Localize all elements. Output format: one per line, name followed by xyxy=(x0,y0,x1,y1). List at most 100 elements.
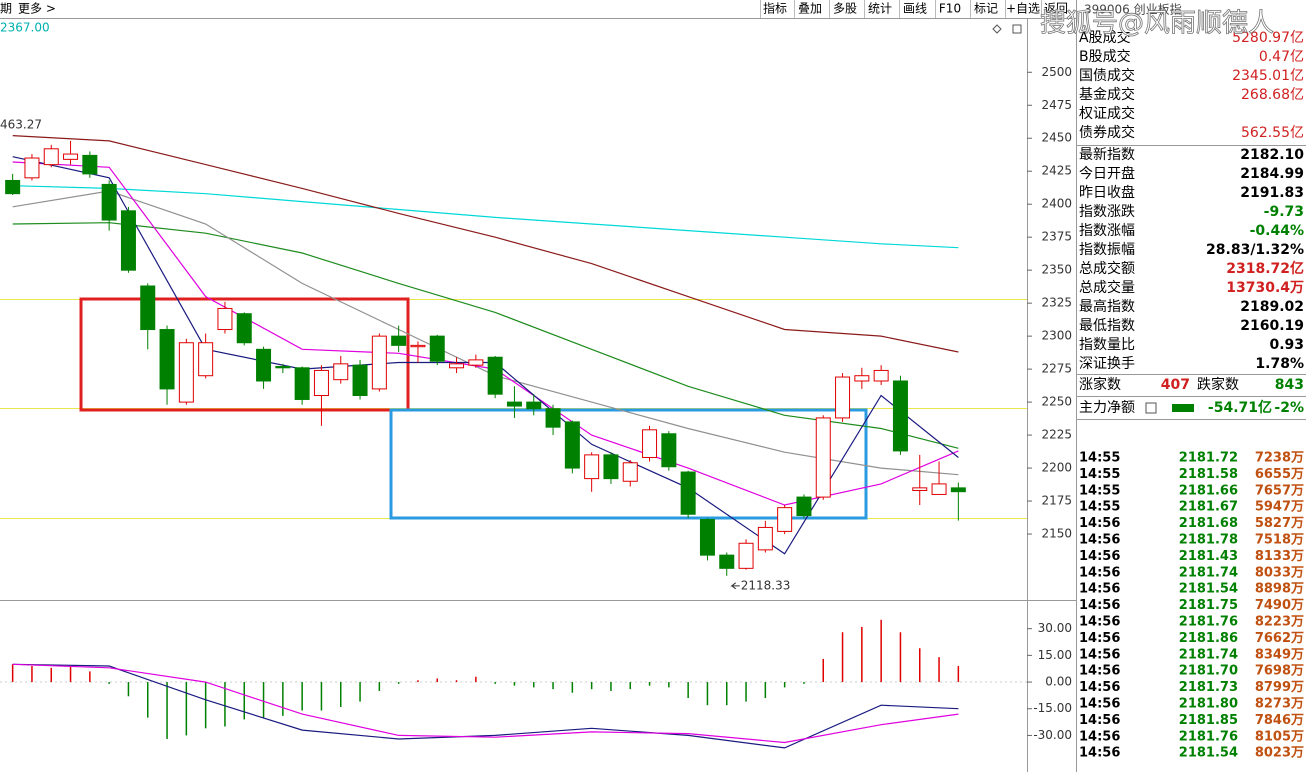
candle-body xyxy=(642,429,658,459)
tick-time: 14:56 xyxy=(1079,549,1120,564)
tick-volume: 5827万 xyxy=(1255,516,1304,531)
tick-price: 2181.70 xyxy=(1179,664,1238,679)
diamond-icon[interactable] xyxy=(992,24,1002,34)
candle-body xyxy=(198,342,214,377)
tick-price: 2181.78 xyxy=(1179,533,1238,548)
toolbar-button[interactable]: 多股 xyxy=(833,2,857,16)
stat-label: 指数振幅 xyxy=(1079,242,1135,258)
toolbar-button[interactable]: 画线 xyxy=(903,2,927,16)
macd-chart: 30.00 15.00 0.00 -15.00 -30.00 xyxy=(0,619,1072,749)
y-tick-label: 2250 xyxy=(1041,395,1072,409)
macd-bar xyxy=(31,666,33,683)
candle-body xyxy=(912,487,928,491)
toolbar-button[interactable]: 返回 xyxy=(1044,2,1068,16)
y-tick-label: 2200 xyxy=(1041,461,1072,475)
candle-body xyxy=(835,376,851,419)
stat-value: 2184.99 xyxy=(1240,166,1304,182)
tick-price: 2181.54 xyxy=(1179,582,1238,597)
candle-body xyxy=(757,526,773,551)
toolbar-button[interactable]: 指标 xyxy=(763,1,787,16)
stat-label: 债券成交 xyxy=(1079,124,1135,141)
candle-body xyxy=(256,348,272,382)
y-tick-label: 2350 xyxy=(1041,263,1072,277)
stat-value: 1.78% xyxy=(1255,356,1304,372)
tick-volume: 8133万 xyxy=(1255,549,1304,564)
candle-body xyxy=(391,335,407,346)
candle-body xyxy=(545,408,561,428)
stat-label: A股成交 xyxy=(1079,29,1131,46)
y-tick-label: 2150 xyxy=(1041,527,1072,541)
tick-volume: 7518万 xyxy=(1255,533,1304,548)
main-chart: 2500 2475 2450 2425 2400 2375 2350 2325 2300 2275… xyxy=(0,21,1072,593)
macd-bar xyxy=(764,682,767,699)
candle-body xyxy=(140,285,156,331)
macd-bar xyxy=(841,632,844,683)
tick-volume: 8799万 xyxy=(1255,680,1304,695)
macd-bar xyxy=(861,626,863,683)
candle-body xyxy=(178,342,194,403)
annotation: 2118.33 xyxy=(741,578,791,592)
candle-body xyxy=(63,153,79,160)
tick-time: 14:55 xyxy=(1079,451,1120,466)
indicator-line xyxy=(12,185,959,249)
toolbar-button[interactable]: F10 xyxy=(939,2,961,16)
stat-value: 28.83/1.32% xyxy=(1206,242,1304,258)
y-tick-label: 2475 xyxy=(1041,98,1072,112)
tick-time: 14:56 xyxy=(1079,582,1120,597)
toolbar-button[interactable]: +自选 xyxy=(1006,2,1040,16)
indicator-line xyxy=(12,663,959,749)
y-tick-label: 15.00 xyxy=(1038,648,1072,662)
candle-body xyxy=(101,183,117,221)
candle-body xyxy=(796,496,812,517)
macd-bar xyxy=(880,619,882,683)
tick-volume: 6655万 xyxy=(1255,467,1304,482)
stat-label: 基金成交 xyxy=(1079,86,1135,103)
macd-bar xyxy=(726,682,728,706)
y-tick-label: 0.00 xyxy=(1045,675,1072,689)
stat-label: 总成交量 xyxy=(1079,279,1135,296)
stat-label: 最低指数 xyxy=(1079,318,1135,334)
candle-body xyxy=(680,471,696,515)
stat-label: 权证成交 xyxy=(1079,105,1135,122)
y-tick-label: 2500 xyxy=(1041,65,1072,79)
y-tick-label: 2300 xyxy=(1041,329,1072,343)
tick-volume: 7490万 xyxy=(1255,598,1304,613)
macd-bar xyxy=(243,682,245,720)
candle-body xyxy=(5,179,21,195)
window-icon[interactable] xyxy=(1012,24,1022,34)
stat-value: 2160.19 xyxy=(1240,318,1304,334)
candle-body xyxy=(931,483,947,495)
candle-body xyxy=(699,519,715,556)
tick-price: 2181.74 xyxy=(1179,647,1238,662)
toolbar-button[interactable]: 标记 xyxy=(974,2,998,16)
stat-value: 0.47亿 xyxy=(1259,49,1304,65)
stat-label: B股成交 xyxy=(1079,48,1131,65)
candle-body xyxy=(333,363,349,381)
stat-value: 268.68亿 xyxy=(1241,87,1304,103)
toolbar-button[interactable]: 统计 xyxy=(868,2,892,16)
toolbar-button[interactable]: 叠加 xyxy=(798,2,822,16)
y-tick-label: -30.00 xyxy=(1033,728,1072,742)
tick-volume: 8033万 xyxy=(1255,565,1304,580)
flow-icon[interactable] xyxy=(1145,402,1157,414)
macd-bar xyxy=(50,667,52,683)
candle-body xyxy=(873,369,889,382)
tick-price: 2181.43 xyxy=(1179,549,1238,564)
menu-item[interactable]: 期 xyxy=(0,2,12,16)
stat-label: 深证换手 xyxy=(1079,355,1135,372)
macd-bar xyxy=(11,664,14,683)
annotation-arrow xyxy=(730,582,740,590)
tick-volume: 7698万 xyxy=(1255,664,1304,679)
macd-bar xyxy=(224,682,226,727)
macd-bar xyxy=(533,682,535,688)
macd-bar xyxy=(494,682,496,684)
macd-bar xyxy=(89,671,91,683)
candle-body xyxy=(159,329,175,390)
stat-label: 涨家数 xyxy=(1079,376,1121,393)
macd-bar xyxy=(166,682,168,739)
macd-bar xyxy=(629,682,631,690)
candle-body xyxy=(564,421,580,469)
menu-item[interactable]: 更多 > xyxy=(18,2,56,16)
macd-bar xyxy=(340,682,342,707)
candle-body xyxy=(506,401,522,407)
